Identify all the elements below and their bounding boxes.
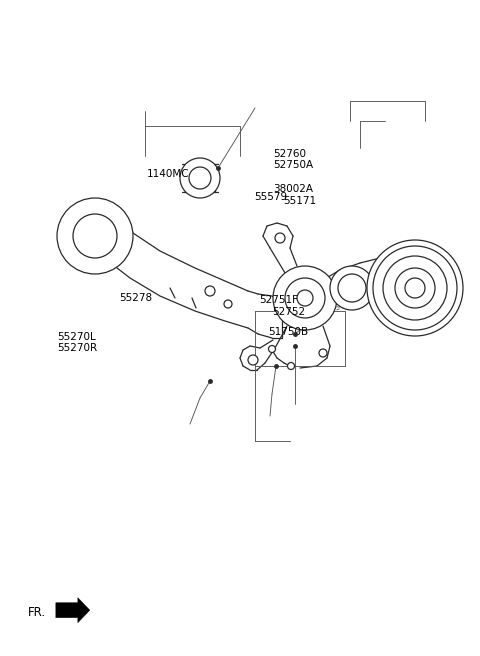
Circle shape xyxy=(268,346,276,352)
Text: 51750B: 51750B xyxy=(268,327,308,337)
Circle shape xyxy=(405,278,425,298)
Text: 55270R: 55270R xyxy=(58,343,98,354)
Circle shape xyxy=(367,240,463,336)
Text: 1140MC: 1140MC xyxy=(146,169,189,179)
Circle shape xyxy=(373,246,457,330)
Circle shape xyxy=(73,214,117,258)
Circle shape xyxy=(248,355,258,365)
Circle shape xyxy=(205,286,215,296)
Text: 55270L: 55270L xyxy=(58,331,96,342)
Circle shape xyxy=(57,198,133,274)
Polygon shape xyxy=(56,598,90,623)
Text: 38002A: 38002A xyxy=(274,184,313,194)
Text: 52752: 52752 xyxy=(273,307,306,318)
Circle shape xyxy=(275,233,285,243)
Circle shape xyxy=(180,158,220,198)
Circle shape xyxy=(288,363,295,369)
Circle shape xyxy=(285,278,325,318)
Circle shape xyxy=(189,167,211,189)
Text: 52760: 52760 xyxy=(274,149,307,159)
Circle shape xyxy=(273,266,337,330)
Circle shape xyxy=(411,250,423,262)
Text: FR.: FR. xyxy=(28,606,46,619)
Circle shape xyxy=(319,349,327,357)
Circle shape xyxy=(395,268,435,308)
Circle shape xyxy=(330,266,374,310)
Circle shape xyxy=(383,256,447,320)
Circle shape xyxy=(338,274,366,302)
Text: 55171: 55171 xyxy=(283,196,316,207)
Text: 55579: 55579 xyxy=(254,192,288,202)
Text: 52751F: 52751F xyxy=(259,295,298,306)
Circle shape xyxy=(224,300,232,308)
Text: 52750A: 52750A xyxy=(274,160,314,171)
Circle shape xyxy=(297,290,313,306)
Text: 55278: 55278 xyxy=(119,293,152,304)
